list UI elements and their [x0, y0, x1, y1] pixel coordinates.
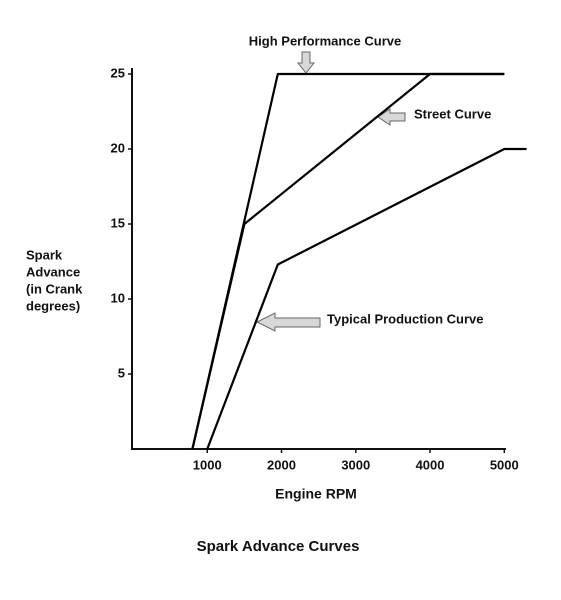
y-tick-label: 20 [111, 140, 125, 155]
line [191, 72, 505, 450]
x-axis-label: Engine RPM [275, 486, 357, 502]
y-axis-label: degrees) [26, 298, 80, 313]
arrow [255, 312, 321, 332]
x-tick-label: 3000 [341, 457, 370, 472]
x-tick-label: 1000 [193, 457, 222, 472]
arrow [377, 108, 406, 126]
y-axis-label: Spark [26, 247, 63, 262]
x-tick-label: 4000 [416, 457, 445, 472]
x-tick-label: 5000 [490, 457, 519, 472]
arrow [296, 51, 316, 74]
y-tick-label: 10 [111, 290, 125, 305]
annotation: Typical Production Curve [327, 311, 484, 326]
y-tick-label: 5 [118, 365, 125, 380]
y-axis-label: Advance [26, 264, 80, 279]
annotation: Street Curve [414, 106, 491, 121]
annotation: High Performance Curve [249, 33, 401, 48]
y-tick-label: 15 [111, 215, 125, 230]
chart-title: Spark Advance Curves [197, 538, 360, 555]
line [191, 72, 505, 450]
y-tick-label: 25 [111, 65, 125, 80]
x-tick-label: 2000 [267, 457, 296, 472]
line [206, 147, 527, 450]
y-axis-label: (in Crank [26, 281, 83, 296]
